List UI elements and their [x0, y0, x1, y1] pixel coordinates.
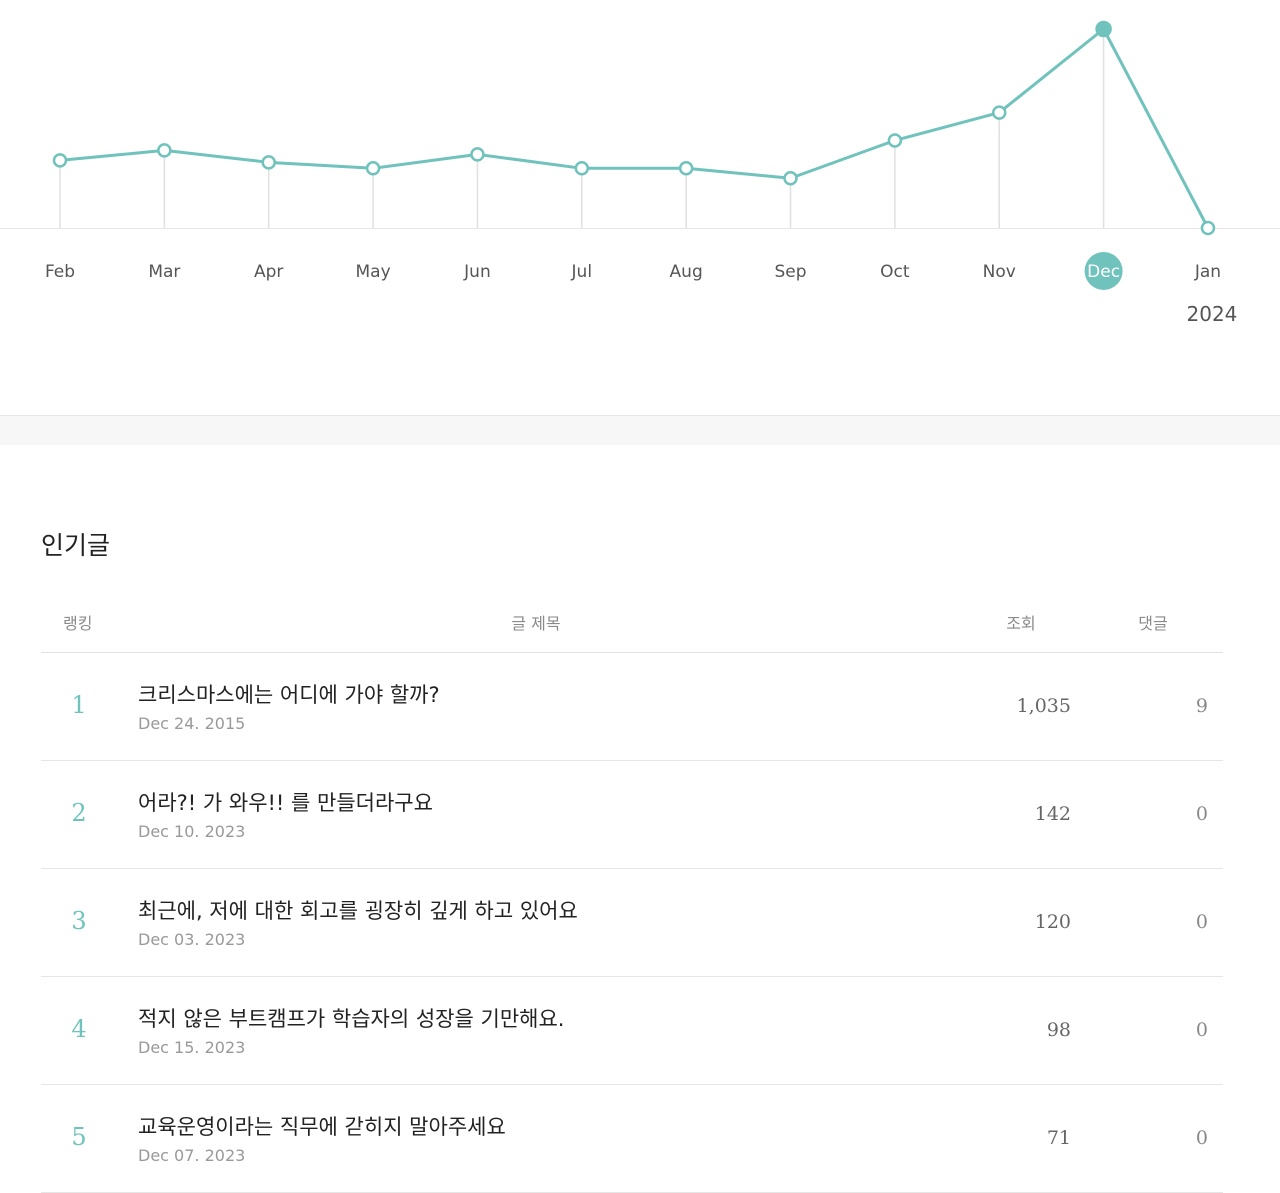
- x-tick-label-jun: Jun: [463, 262, 491, 282]
- x-tick-label-jul: Jul: [571, 262, 593, 282]
- table-row: 4 적지 않은 부트캠프가 학습자의 성장을 기만해요. Dec 15. 202…: [41, 977, 1223, 1085]
- header-rank: 랭킹: [63, 614, 93, 633]
- data-point-dec: [1095, 20, 1112, 38]
- data-point-feb: [52, 153, 68, 168]
- post-title-link[interactable]: 최근에, 저에 대한 회고를 굉장히 깊게 하고 있어요: [138, 899, 578, 923]
- series-line: [59, 27, 1210, 229]
- section-divider: [0, 415, 1280, 445]
- data-point-oct: [887, 133, 903, 148]
- table-row: 1 크리스마스에는 어디에 가야 할까? Dec 24. 2015 1,035 …: [41, 653, 1223, 761]
- x-tick-label-sep: Sep: [774, 262, 806, 282]
- table-row: 5 교육운영이라는 직무에 갇히지 말아주세요 Dec 07. 2023 71 …: [41, 1085, 1223, 1193]
- post-title-link[interactable]: 크리스마스에는 어디에 가야 할까?: [138, 683, 440, 707]
- x-tick-label-feb: Feb: [45, 262, 75, 282]
- table-row: 2 어라?! 가 와우!! 를 만들더라구요 Dec 10. 2023 142 …: [41, 761, 1223, 869]
- year-label: 2024: [1187, 302, 1238, 326]
- popular-posts-table: 랭킹 글 제목 조회 댓글 1 크리스마스에는 어디에 가야 할까? Dec 2…: [41, 598, 1223, 1193]
- post-rank: 1: [71, 691, 87, 719]
- popular-posts-title: 인기글: [41, 531, 111, 560]
- post-comments: 0: [1195, 1127, 1208, 1149]
- post-date: Dec 07. 2023: [138, 1146, 246, 1165]
- header-views: 조회: [1006, 614, 1036, 633]
- post-title-link[interactable]: 어라?! 가 와우!! 를 만들더라구요: [138, 791, 433, 815]
- x-tick-label-dec: Dec: [1087, 262, 1120, 282]
- data-point-may: [365, 161, 381, 176]
- monthly-views-chart: Feb Mar Apr May Jun Jul Aug Sep Oct Nov Dec Jan 2024: [0, 0, 1280, 415]
- post-views: 71: [1046, 1127, 1071, 1149]
- data-point-apr: [261, 155, 276, 170]
- header-title: 글 제목: [511, 614, 561, 633]
- post-title-link[interactable]: 교육운영이라는 직무에 갇히지 말아주세요: [138, 1115, 506, 1139]
- data-point-jul: [574, 161, 590, 176]
- post-comments: 0: [1195, 911, 1208, 933]
- post-views: 120: [1034, 911, 1071, 933]
- data-point-nov: [991, 105, 1007, 120]
- post-date: Dec 03. 2023: [138, 930, 246, 949]
- table-header: 랭킹 글 제목 조회 댓글: [41, 598, 1223, 653]
- data-point-aug: [678, 161, 694, 176]
- post-rank: 2: [71, 799, 87, 827]
- table-row: 3 최근에, 저에 대한 회고를 굉장히 깊게 하고 있어요 Dec 03. 2…: [41, 869, 1223, 977]
- post-views: 1,035: [1016, 695, 1071, 717]
- data-point-sep: [783, 171, 798, 186]
- data-point-jan: [1200, 220, 1216, 236]
- post-views: 142: [1034, 803, 1071, 825]
- post-comments: 0: [1195, 1019, 1208, 1041]
- x-tick-label-nov: Nov: [983, 262, 1016, 282]
- post-date: Dec 15. 2023: [138, 1038, 246, 1057]
- post-title-link[interactable]: 적지 않은 부트캠프가 학습자의 성장을 기만해요.: [138, 1007, 565, 1031]
- line-chart: Feb Mar Apr May Jun Jul Aug Sep Oct Nov Dec Jan 2024: [0, 20, 1280, 326]
- x-tick-label-jan: Jan: [1194, 262, 1221, 282]
- data-point-jun: [470, 147, 485, 162]
- x-tick-label-aug: Aug: [670, 262, 703, 282]
- x-tick-label-may: May: [356, 262, 391, 282]
- post-comments: 0: [1195, 803, 1208, 825]
- x-tick-label-oct: Oct: [880, 262, 910, 282]
- post-date: Dec 24. 2015: [138, 714, 246, 733]
- post-rank: 5: [71, 1123, 87, 1151]
- x-tick-label-apr: Apr: [254, 262, 283, 282]
- post-rank: 3: [71, 907, 87, 935]
- selected-month-badge: [1084, 252, 1123, 290]
- data-point-mar: [157, 143, 172, 158]
- post-rank: 4: [71, 1015, 87, 1043]
- post-comments: 9: [1195, 695, 1208, 717]
- x-tick-label-mar: Mar: [148, 262, 180, 282]
- post-date: Dec 10. 2023: [138, 822, 246, 841]
- header-comments: 댓글: [1138, 614, 1168, 633]
- post-views: 98: [1046, 1019, 1071, 1041]
